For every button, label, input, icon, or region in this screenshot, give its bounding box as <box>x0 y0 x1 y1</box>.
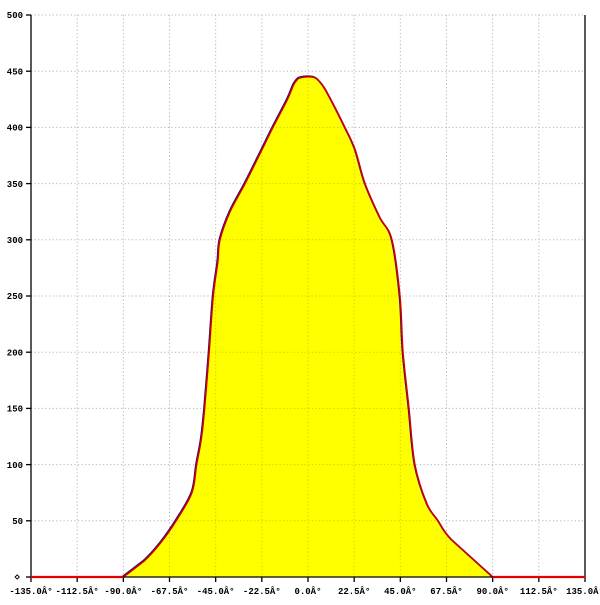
svg-text:100: 100 <box>7 461 23 471</box>
svg-text:-67.5Â°: -67.5Â° <box>151 586 189 597</box>
svg-text:400: 400 <box>7 124 23 134</box>
svg-text:-90.0Â°: -90.0Â° <box>104 586 142 597</box>
svg-text:112.5Â°: 112.5Â° <box>520 586 558 597</box>
svg-text:-135.0Â°: -135.0Â° <box>9 586 52 597</box>
svg-text:90.0Â°: 90.0Â° <box>476 586 508 597</box>
svg-text:22.5Â°: 22.5Â° <box>338 586 370 597</box>
svg-text:45.0Â°: 45.0Â° <box>384 586 416 597</box>
svg-text:500: 500 <box>7 11 23 21</box>
svg-text:450: 450 <box>7 67 23 77</box>
svg-text:0.0Â°: 0.0Â° <box>294 586 321 597</box>
svg-text:-22.5Â°: -22.5Â° <box>243 586 281 597</box>
svg-text:250: 250 <box>7 292 23 302</box>
svg-text:135.0Â°: 135.0Â° <box>566 586 600 597</box>
svg-text:300: 300 <box>7 236 23 246</box>
svg-text:200: 200 <box>7 348 23 358</box>
svg-text:67.5Â°: 67.5Â° <box>430 586 462 597</box>
svg-text:-112.5Â°: -112.5Â° <box>56 586 99 597</box>
svg-text:350: 350 <box>7 180 23 190</box>
svg-text:150: 150 <box>7 405 23 415</box>
svg-text:-45.0Â°: -45.0Â° <box>197 586 235 597</box>
svg-text:50: 50 <box>12 517 23 527</box>
